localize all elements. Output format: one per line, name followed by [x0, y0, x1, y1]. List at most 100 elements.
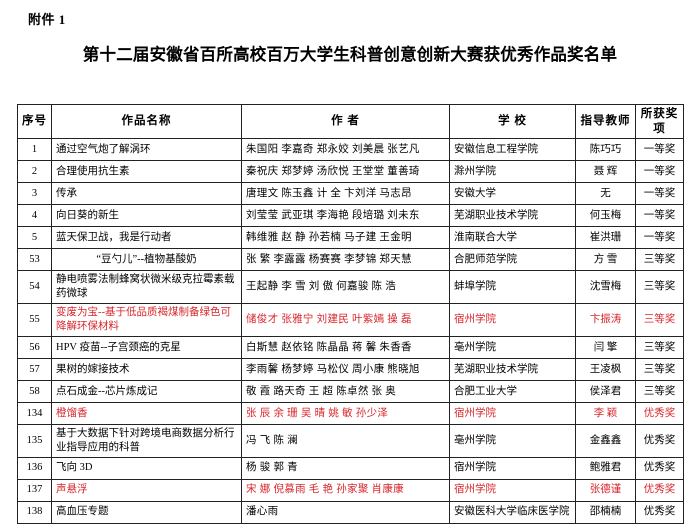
cell-authors: 唐理文 陈玉鑫 计 全 卞刘洋 马志昂	[241, 182, 450, 206]
cell-award: 三等奖	[635, 248, 684, 272]
table-row: 56 HPV 疫苗--子宫颈癌的克星 白斯慧 赵依铭 陈晶晶 蒋 馨 朱香香 亳州学院…	[17, 335, 684, 359]
cell-authors: 李雨馨 杨梦婷 马松仪 周小康 熊晓旭	[241, 357, 450, 381]
cell-authors: 宋 娜 倪慕雨 毛 艳 孙家聚 肖康康	[241, 478, 450, 502]
column-header-authors: 作 者	[241, 103, 450, 140]
cell-school: 安徽医科大学临床医学院	[449, 500, 576, 524]
cell-school: 蚌埠学院	[449, 270, 576, 305]
table-row: 136 飞向 3D 杨 骏 郭 青宿州学院 鲍雅君 优秀奖	[17, 456, 684, 480]
cell-index: 58	[17, 379, 52, 403]
cell-school: 芜湖职业技术学院	[449, 204, 576, 228]
cell-award: 一等奖	[635, 204, 684, 228]
cell-index: 138	[17, 500, 52, 524]
column-header-title: 作品名称	[51, 103, 242, 140]
cell-school: 滁州学院	[449, 160, 576, 184]
column-header-award: 所获奖项	[635, 103, 684, 140]
cell-advisor: 王凌枫	[575, 357, 636, 381]
cell-index: 54	[17, 270, 52, 305]
cell-award: 三等奖	[635, 357, 684, 381]
cell-work-title: 飞向 3D	[51, 456, 242, 480]
cell-award: 一等奖	[635, 182, 684, 206]
cell-work-title: 点石成金--芯片炼成记	[51, 379, 242, 403]
cell-award: 三等奖	[635, 379, 684, 403]
table-header: 序号 作品名称 作 者 学 校 指导教师 所获奖项	[17, 103, 684, 140]
table-row: 2 合理使用抗生素 秦祝庆 郑梦婷 汤欣悦 王堂堂 董善琦 滁州学院聂 辉一等奖	[17, 160, 684, 184]
column-header-advisor: 指导教师	[575, 103, 636, 140]
cell-index: 137	[17, 478, 52, 502]
cell-authors: 张 辰 余 珊 吴 晴 姚 敏 孙少泽	[241, 401, 450, 425]
cell-work-title: 果树的嫁接技术	[51, 357, 242, 381]
cell-authors: 冯 飞 陈 澜	[241, 423, 450, 458]
cell-school: 安徽大学	[449, 182, 576, 206]
cell-authors: 刘莹莹 武亚琪 李海艳 段培璐 刘未东	[241, 204, 450, 228]
table-body: 1 通过空气炮了解涡环 朱国阳 李嘉奇 郑永姣 刘美晨 张艺凡 安徽信息工程学院 陈巧巧…	[17, 138, 684, 524]
cell-work-title: 静电喷雾法制蜂窝状微米级克拉霉素载药微球	[51, 270, 242, 305]
cell-award: 一等奖	[635, 226, 684, 250]
table-row: 135 基于大数据下针对跨境电商数据分析行业指导应用的科普冯 飞 陈 澜亳州学院金…	[17, 423, 684, 458]
cell-work-title: “豆勺儿”--植物基酸奶	[51, 248, 242, 272]
cell-work-title: 蓝天保卫战，我是行动者	[51, 226, 242, 250]
cell-award: 优秀奖	[635, 478, 684, 502]
cell-index: 1	[17, 138, 52, 162]
cell-index: 57	[17, 357, 52, 381]
cell-school: 宿州学院	[449, 456, 576, 480]
cell-authors: 杨 骏 郭 青	[241, 456, 450, 480]
table-row: 134 橙馏香张 辰 余 珊 吴 晴 姚 敏 孙少泽 宿州学院李 颖优秀奖	[17, 401, 684, 425]
cell-advisor: 何玉梅	[575, 204, 636, 228]
cell-award: 优秀奖	[635, 456, 684, 480]
cell-school: 合肥师范学院	[449, 248, 576, 272]
table-row: 58 点石成金--芯片炼成记敬 霞 路天奇 王 超 陈卓然 张 奥合肥工业大学 侯泽…	[17, 379, 684, 403]
cell-authors: 张 繁 李露露 杨赛赛 李梦锦 郑天慧	[241, 248, 450, 272]
cell-award: 一等奖	[635, 138, 684, 162]
cell-award: 三等奖	[635, 335, 684, 359]
cell-school: 合肥工业大学	[449, 379, 576, 403]
cell-index: 56	[17, 335, 52, 359]
cell-advisor: 聂 辉	[575, 160, 636, 184]
cell-advisor: 方 雪	[575, 248, 636, 272]
cell-school: 宿州学院	[449, 303, 576, 337]
cell-index: 3	[17, 182, 52, 206]
cell-school: 安徽信息工程学院	[449, 138, 576, 162]
cell-index: 53	[17, 248, 52, 272]
cell-award: 三等奖	[635, 303, 684, 337]
cell-work-title: 声悬浮	[51, 478, 242, 502]
cell-advisor: 闫 擎	[575, 335, 636, 359]
cell-school: 宿州学院	[449, 401, 576, 425]
cell-school: 亳州学院	[449, 335, 576, 359]
award-table: 序号 作品名称 作 者 学 校 指导教师 所获奖项 1 通过空气炮了解涡环 朱国阳 …	[17, 103, 684, 524]
cell-authors: 王起静 李 雪 刘 傲 何嘉骏 陈 浩	[241, 270, 450, 305]
cell-work-title: HPV 疫苗--子宫颈癌的克星	[51, 335, 242, 359]
cell-authors: 秦祝庆 郑梦婷 汤欣悦 王堂堂 董善琦	[241, 160, 450, 184]
cell-advisor: 陈巧巧	[575, 138, 636, 162]
cell-work-title: 合理使用抗生素	[51, 160, 242, 184]
cell-authors: 储俊才 张雅宁 刘建民 叶紫嫣 操 磊	[241, 303, 450, 337]
cell-school: 芜湖职业技术学院	[449, 357, 576, 381]
column-header-index: 序号	[17, 103, 52, 140]
cell-index: 4	[17, 204, 52, 228]
cell-advisor: 张德谨	[575, 478, 636, 502]
cell-work-title: 高血压专题	[51, 500, 242, 524]
cell-work-title: 变废为宝--基于低品质褐煤制备绿色可降解环保材料	[51, 303, 242, 337]
cell-award: 优秀奖	[635, 500, 684, 524]
cell-work-title: 橙馏香	[51, 401, 242, 425]
table-row: 1 通过空气炮了解涡环 朱国阳 李嘉奇 郑永姣 刘美晨 张艺凡 安徽信息工程学院 陈巧巧…	[17, 138, 684, 162]
cell-authors: 敬 霞 路天奇 王 超 陈卓然 张 奥	[241, 379, 450, 403]
award-table-container: 序号 作品名称 作 者 学 校 指导教师 所获奖项 1 通过空气炮了解涡环 朱国阳 …	[17, 103, 684, 524]
cell-advisor: 崔洪珊	[575, 226, 636, 250]
column-header-school: 学 校	[449, 103, 576, 140]
cell-work-title: 传承	[51, 182, 242, 206]
table-row: 4 向日葵的新生 刘莹莹 武亚琪 李海艳 段培璐 刘未东 芜湖职业技术学院 何玉梅 一等奖	[17, 204, 684, 228]
cell-school: 亳州学院	[449, 423, 576, 458]
cell-award: 优秀奖	[635, 401, 684, 425]
cell-school: 淮南联合大学	[449, 226, 576, 250]
cell-work-title: 通过空气炮了解涡环	[51, 138, 242, 162]
cell-advisor: 邵楠楠	[575, 500, 636, 524]
table-row: 53 “豆勺儿”--植物基酸奶张 繁 李露露 杨赛赛 李梦锦 郑天慧 合肥师范学院方…	[17, 248, 684, 272]
table-row: 54 静电喷雾法制蜂窝状微米级克拉霉素载药微球 王起静 李 雪 刘 傲 何嘉骏 陈 …	[17, 270, 684, 305]
cell-authors: 朱国阳 李嘉奇 郑永姣 刘美晨 张艺凡	[241, 138, 450, 162]
cell-authors: 韩维雅 赵 静 孙若楠 马子建 王金明	[241, 226, 450, 250]
cell-index: 55	[17, 303, 52, 337]
cell-advisor: 沈雪梅	[575, 270, 636, 305]
cell-work-title: 基于大数据下针对跨境电商数据分析行业指导应用的科普	[51, 423, 242, 458]
cell-school: 宿州学院	[449, 478, 576, 502]
cell-index: 136	[17, 456, 52, 480]
